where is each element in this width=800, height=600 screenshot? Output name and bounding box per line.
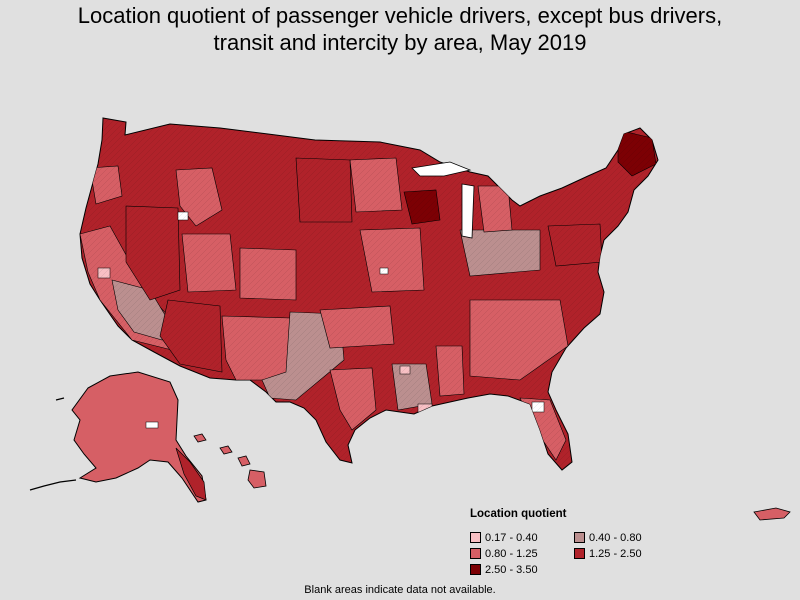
legend-swatch <box>574 548 585 559</box>
alaska-southeast <box>175 447 207 501</box>
aleutian-islands <box>29 397 77 491</box>
legend-swatch <box>470 532 481 543</box>
puerto-rico-island <box>753 507 791 521</box>
legend-item: 0.40 - 0.80 <box>574 531 678 544</box>
legend-item: 2.50 - 3.50 <box>470 563 574 576</box>
map-title-line-2: transit and intercity by area, May 2019 <box>213 30 587 55</box>
hawaii-island-3 <box>237 455 251 467</box>
legend-label: 1.25 - 2.50 <box>589 547 642 560</box>
hawaii <box>193 433 267 489</box>
legend-item: 1.25 - 2.50 <box>574 547 678 560</box>
lake-michigan <box>461 183 475 239</box>
legend-item: 0.80 - 1.25 <box>470 547 574 560</box>
hawaii-big-island <box>247 469 267 489</box>
alaska <box>29 371 207 503</box>
legend-items: 0.17 - 0.40 0.40 - 0.80 0.80 - 1.25 1.25… <box>470 531 680 576</box>
hawaii-island-1 <box>193 433 207 443</box>
map-title-line-1: Location quotient of passenger vehicle d… <box>77 3 723 28</box>
legend-label: 0.17 - 0.40 <box>485 531 538 544</box>
legend-swatch <box>470 548 481 559</box>
footnote: Blank areas indicate data not available. <box>304 584 496 596</box>
no-data-area <box>145 421 159 429</box>
legend-swatch <box>574 532 585 543</box>
legend-item: 0.17 - 0.40 <box>470 531 574 544</box>
legend-swatch <box>470 564 481 575</box>
map-legend: Location quotient 0.17 - 0.40 0.40 - 0.8… <box>470 508 680 576</box>
alaska-body <box>71 371 207 503</box>
legend-title: Location quotient <box>470 508 567 520</box>
hawaii-island-2 <box>219 445 233 455</box>
lake-superior <box>411 161 472 177</box>
legend-label: 2.50 - 3.50 <box>485 563 538 576</box>
puerto-rico <box>753 507 791 521</box>
legend-label: 0.80 - 1.25 <box>485 547 538 560</box>
map-title: Location quotient of passenger vehicle d… <box>0 2 800 56</box>
legend-label: 0.40 - 0.80 <box>589 531 642 544</box>
